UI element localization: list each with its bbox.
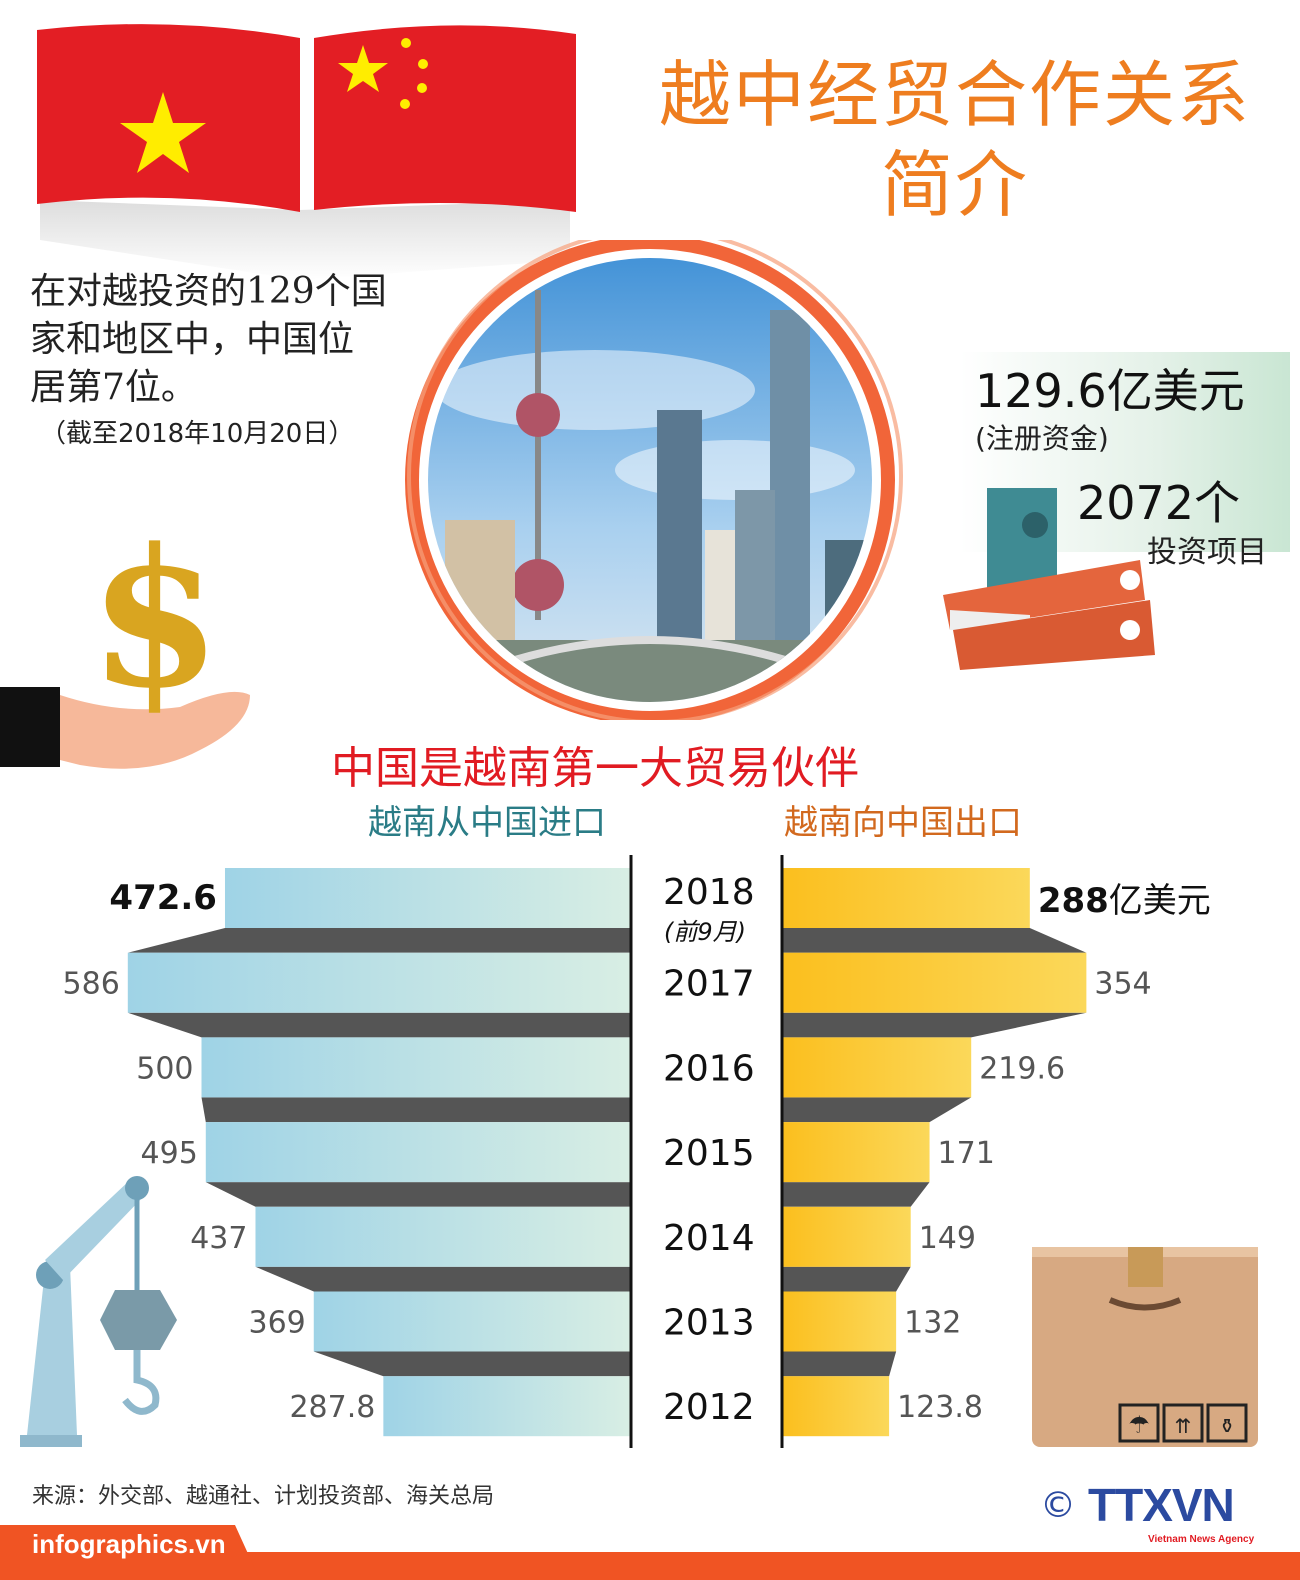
shanghai-skyline-photo [405, 240, 903, 720]
umbrella-icon: ☂ [1128, 1411, 1150, 1439]
import-bar-2013 [313, 1291, 630, 1352]
import-connector [255, 1266, 630, 1292]
year-label: 2014 [663, 1218, 755, 1259]
import-value-label: 495 [141, 1136, 198, 1171]
year-label: 2016 [663, 1048, 755, 1089]
page-title: 越中经贸合作关系 简介 [640, 50, 1270, 230]
import-value-label: 437 [190, 1221, 247, 1256]
star-icon [120, 92, 206, 173]
export-value-label: 288亿美元 [1038, 881, 1211, 921]
intro-line-3: 居第7位。 [30, 367, 197, 408]
export-bar-2018 [783, 868, 1030, 928]
export-series-label: 越南向中国出口 [784, 803, 1022, 843]
import-connector [201, 1097, 630, 1123]
fragile-glass-icon: ⚱ [1219, 1414, 1236, 1438]
ttxvn-logo: TTXVN [1088, 1479, 1235, 1531]
export-value-label: 132 [904, 1306, 961, 1341]
intro-line-1: 在对越投资的129个国 [30, 271, 387, 312]
footer-tab [0, 1525, 260, 1580]
chart-title: 中国是越南第一大贸易伙伴 [331, 743, 859, 794]
year-label: 2018 [663, 872, 755, 913]
year-label: 2017 [663, 964, 755, 1005]
import-bar-2016 [201, 1037, 630, 1098]
intro-line-2: 家和地区中，中国位 [30, 319, 355, 360]
cardboard-box-icon: ☂ ⇈ ⚱ [1032, 1247, 1258, 1447]
projects-count: 2072个 [1077, 476, 1241, 530]
import-value-label: 586 [63, 967, 120, 1002]
export-bar-2015 [783, 1122, 930, 1183]
year-label: 2013 [663, 1303, 755, 1344]
year-note: (前9月) [664, 918, 746, 946]
as-of-date: （截至2018年10月20日） [40, 419, 355, 449]
logo-subtitle: Vietnam News Agency [1148, 1534, 1255, 1545]
import-series-label: 越南从中国进口 [368, 803, 606, 843]
export-connector [783, 1097, 972, 1123]
registered-capital-value: 129.6亿美元 [975, 364, 1245, 418]
this-side-up-icon: ⇈ [1175, 1414, 1192, 1438]
export-connector [783, 928, 1087, 953]
import-bar-2015 [205, 1122, 630, 1183]
export-value-label: 354 [1094, 967, 1151, 1002]
export-bar-2017 [783, 952, 1087, 1013]
binders-icon [943, 488, 1155, 670]
export-value-label: 171 [938, 1136, 995, 1171]
money-hand-icon: $ [0, 515, 250, 769]
registered-capital-label: (注册资金) [975, 422, 1109, 455]
site-link[interactable]: infographics.vn [32, 1529, 226, 1559]
import-bar-2017 [127, 952, 630, 1013]
export-bar-2012 [783, 1376, 890, 1437]
import-connector [205, 1182, 630, 1207]
crane-icon [20, 1176, 177, 1447]
title-line-2: 简介 [880, 143, 1029, 227]
import-bar-2012 [383, 1376, 630, 1437]
title-line-1: 越中经贸合作关系 [658, 53, 1251, 137]
export-connector [783, 1182, 930, 1207]
china-flag [314, 25, 576, 213]
export-bar-2016 [783, 1037, 972, 1098]
export-connector [783, 1266, 911, 1292]
import-connector [127, 1012, 630, 1038]
star-icon [338, 45, 388, 92]
copyright-icon: © [1040, 1485, 1076, 1526]
import-value-label: 472.6 [109, 878, 217, 918]
svg-text:$: $ [89, 515, 221, 730]
trade-chart: 472.6 288亿美元 2018 (前9月) 586 354 2017 500 219.6 20… [63, 855, 1211, 1448]
import-bar-2014 [255, 1206, 630, 1267]
import-bar-2018 [224, 868, 630, 928]
projects-label: 投资项目 [1147, 535, 1267, 570]
export-value-label: 123.8 [897, 1390, 983, 1425]
import-connector [313, 1351, 630, 1377]
export-bar-2014 [783, 1206, 911, 1267]
export-connector [783, 1012, 1087, 1038]
source-note: 来源：外交部、越通社、计划投资部、海关总局 [32, 1484, 495, 1509]
export-value-label: 149 [919, 1221, 976, 1256]
intro-text: 在对越投资的129个国 家和地区中，中国位 居第7位。 [30, 268, 387, 412]
import-connector [127, 928, 630, 953]
export-value-label: 219.6 [979, 1051, 1065, 1086]
year-label: 2015 [663, 1133, 755, 1174]
year-label: 2012 [663, 1387, 755, 1428]
import-value-label: 287.8 [289, 1390, 375, 1425]
export-connector [783, 1351, 897, 1377]
flags-illustration [37, 24, 576, 280]
import-value-label: 500 [136, 1051, 193, 1086]
import-value-label: 369 [249, 1306, 306, 1341]
export-bar-2013 [783, 1291, 897, 1352]
vietnam-flag [37, 24, 300, 212]
